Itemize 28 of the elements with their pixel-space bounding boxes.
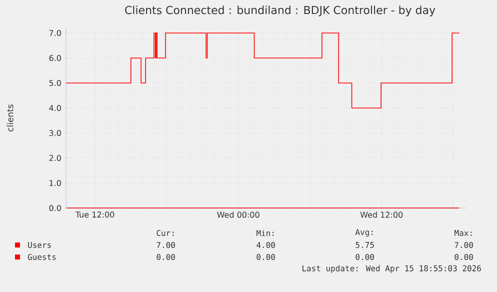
text: 0.00 — [156, 254, 175, 260]
y-axis-title: clients — [6, 104, 14, 132]
y-tick-label: 5.0 — [49, 80, 61, 86]
text: Max: — [454, 230, 472, 236]
text: Avg: — [355, 229, 373, 237]
text: 0.00 — [356, 254, 374, 260]
text: 4.00 — [256, 242, 275, 248]
y-tick-label: 4.0 — [49, 104, 61, 112]
chart-title: Clients Connected : bundiland : BDJK Controller - by day — [125, 6, 436, 16]
text: Cur: — [156, 230, 174, 236]
y-tick-label: 1.0 — [50, 180, 61, 186]
x-tick-label: Tue 12:00 — [75, 212, 114, 218]
x-tick-label: Wed 00:00 — [217, 212, 260, 218]
x-tick-label: Wed 12:00 — [360, 212, 403, 218]
y-tick-label: 7.0 — [49, 30, 61, 36]
y-tick-label: 0.0 — [49, 204, 61, 212]
legend-label: Users — [28, 242, 51, 248]
text: 5.75 — [356, 242, 374, 248]
legend-label: Guests — [28, 254, 56, 260]
text: Min: — [256, 230, 274, 236]
text: 7.00 — [454, 242, 473, 248]
y-tick-label: 3.0 — [49, 130, 61, 136]
text: Last update: Wed Apr 15 18:55:03 2026 — [302, 265, 481, 273]
text: 0.00 — [256, 254, 275, 260]
y-tick-label: 2.0 — [49, 154, 61, 162]
text: 0.00 — [454, 254, 473, 260]
text: 7.00 — [156, 242, 175, 248]
y-tick-label: 6.0 — [49, 54, 61, 62]
